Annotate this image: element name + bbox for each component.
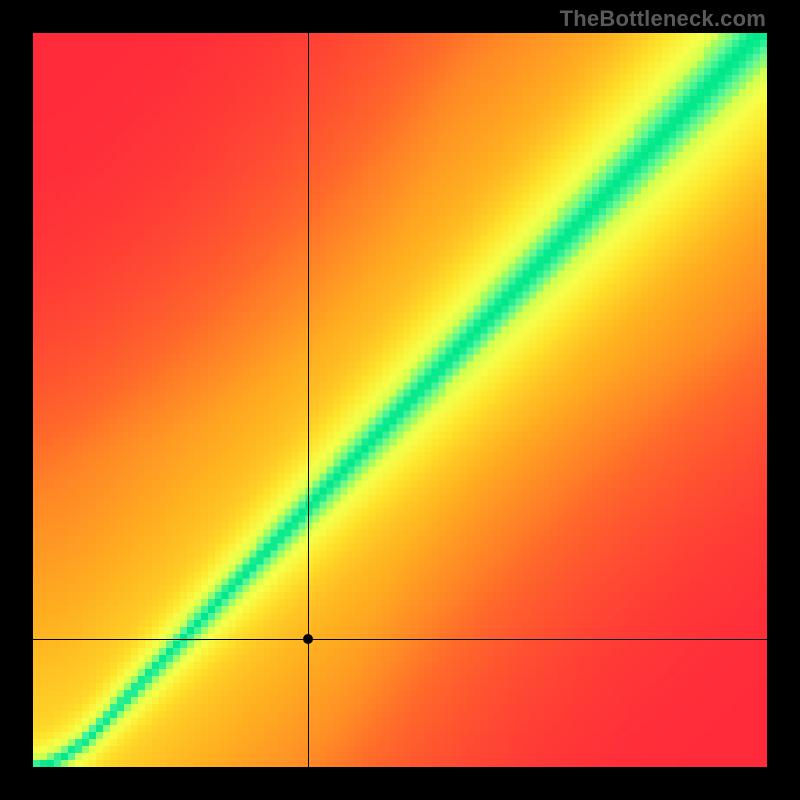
chart-container: TheBottleneck.com — [0, 0, 800, 800]
crosshair-horizontal — [33, 639, 767, 640]
attribution-text: TheBottleneck.com — [560, 6, 766, 32]
plot-area — [33, 33, 767, 767]
heatmap-canvas — [33, 33, 767, 767]
crosshair-vertical — [308, 33, 309, 767]
marker-point — [303, 634, 313, 644]
